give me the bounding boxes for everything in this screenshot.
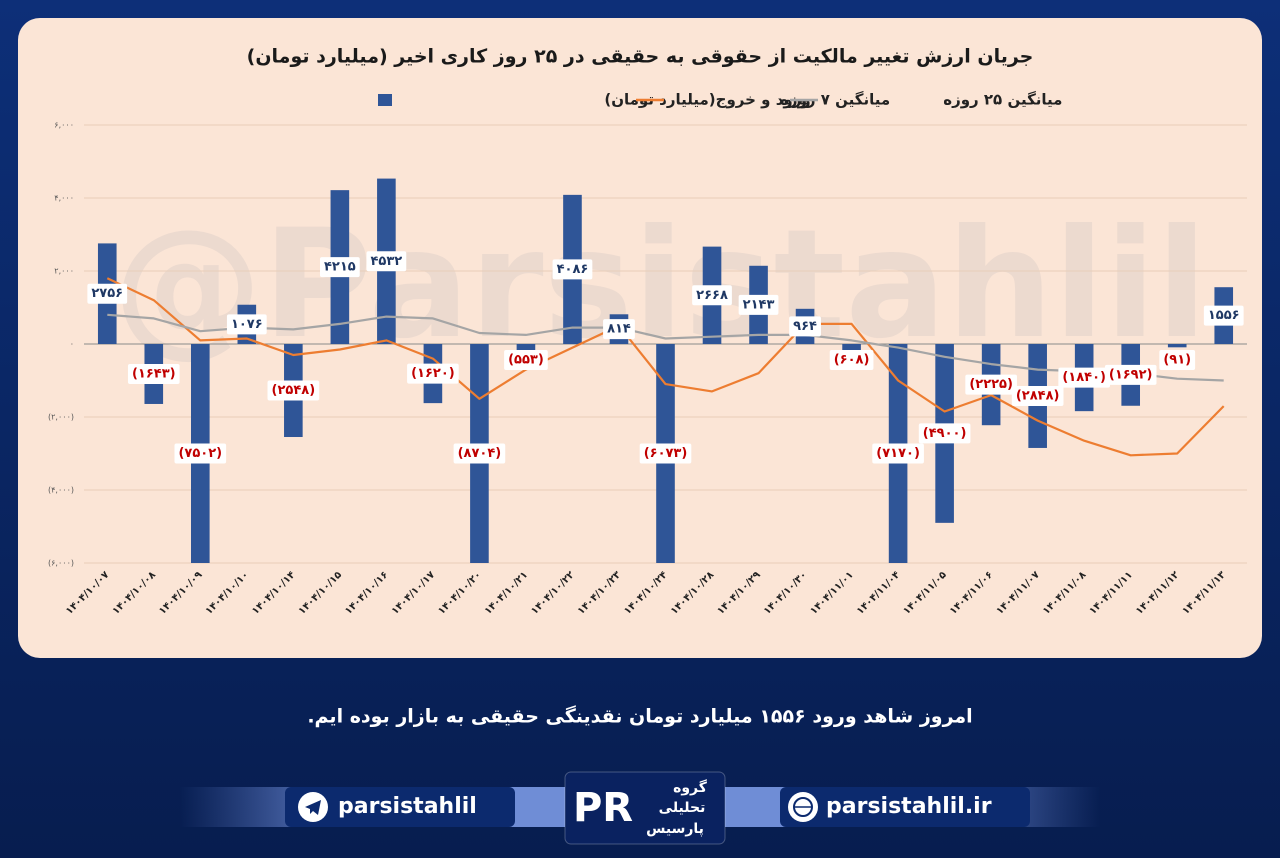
data-label-box xyxy=(738,294,779,315)
data-label-box xyxy=(366,251,407,272)
data-label: (۹۱) xyxy=(1163,353,1191,368)
data-label-box xyxy=(603,319,635,340)
telegram-glyph xyxy=(305,800,321,815)
bars-clip xyxy=(97,178,1234,563)
data-label: (۲۸۴۸) xyxy=(1016,388,1060,403)
data-label-box xyxy=(127,363,180,384)
legend-label: میانگین ۷ روزه xyxy=(780,91,890,109)
data-label: ۴۵۳۲ xyxy=(371,254,403,269)
legend-swatch xyxy=(378,94,392,106)
footer-message: امروز شاهد ورود ۱۵۵۶ میلیارد تومان نقدین… xyxy=(307,705,972,728)
y-tick-label: (۴,۰۰۰) xyxy=(48,486,74,495)
data-label-box xyxy=(918,423,971,444)
data-label: (۶۰۷۳) xyxy=(644,446,688,461)
data-label-box xyxy=(453,443,506,464)
chart-title: جریان ارزش تغییر مالکیت از حقوقی به حقیق… xyxy=(247,46,1034,68)
data-label: (۱۶۹۲) xyxy=(1109,367,1153,382)
y-tick-label: ۰ xyxy=(70,340,74,349)
line xyxy=(106,277,1225,457)
data-label: ۲۷۵۶ xyxy=(91,286,123,301)
data-label: ۸۱۴ xyxy=(607,322,631,337)
data-label-box xyxy=(87,283,128,304)
y-tick-label: ۴,۰۰۰ xyxy=(54,194,74,203)
logo-mark: PR xyxy=(573,785,633,831)
data-label: ۲۱۴۳ xyxy=(743,297,775,312)
telegram-pill xyxy=(285,787,515,827)
y-tick-label: ۶,۰۰۰ xyxy=(54,121,74,130)
data-label-box xyxy=(174,443,227,464)
data-label-box xyxy=(965,374,1017,395)
data-label-box xyxy=(1058,367,1110,388)
data-label: (۵۵۳) xyxy=(508,353,544,368)
y-tick-label: ۲,۰۰۰ xyxy=(54,267,74,276)
data-label-box xyxy=(1159,350,1196,370)
data-label: (۲۲۲۵) xyxy=(969,377,1013,392)
data-label-box xyxy=(692,285,732,306)
data-label-box xyxy=(1203,305,1244,326)
data-label: (۷۱۷۰) xyxy=(876,446,920,461)
data-label-box xyxy=(829,350,874,370)
data-label: ۴۰۸۶ xyxy=(557,262,589,277)
plot-area: ۶,۰۰۰۴,۰۰۰۲,۰۰۰۰(۲,۰۰۰)(۴,۰۰۰)(۶,۰۰۰)۱۴۰… xyxy=(48,121,1247,617)
data-label-box xyxy=(639,443,692,464)
website: parsistahlil.ir xyxy=(826,794,992,819)
legend-label: میانگین ۲۵ روزه xyxy=(943,91,1062,109)
data-label: (۱۶۲۰) xyxy=(411,366,455,381)
data-label-box xyxy=(789,316,821,337)
data-label-box xyxy=(267,380,320,401)
data-label: (۱۸۴۰) xyxy=(1062,370,1106,385)
logo-line: گروه xyxy=(673,779,708,796)
data-label: (۴۹۰۰) xyxy=(923,426,967,441)
data-label: (۸۷۰۴) xyxy=(458,446,502,461)
line xyxy=(107,313,1224,382)
data-label: (۷۵۰۲) xyxy=(178,446,222,461)
telegram-handle: parsistahlil xyxy=(338,794,477,819)
data-label-box xyxy=(552,259,593,280)
watermark: @Parsistahlil xyxy=(112,198,1207,372)
data-label-box xyxy=(1104,364,1157,385)
data-label: (۱۶۴۳) xyxy=(132,366,176,381)
data-label-box xyxy=(407,363,459,384)
data-label-box xyxy=(1011,385,1064,406)
legend-label: ورود و خروج(میلیارد تومان) xyxy=(604,91,810,109)
data-label-box xyxy=(872,443,924,464)
data-label: (۲۵۴۸) xyxy=(272,383,316,398)
y-tick-label: (۶,۰۰۰) xyxy=(48,559,74,568)
data-label-box xyxy=(504,350,548,370)
data-label: ۴۲۱۵ xyxy=(324,260,356,275)
data-label: (۶۰۸) xyxy=(834,353,870,368)
data-label: ۱۰۷۶ xyxy=(231,317,263,332)
data-label: ۹۶۴ xyxy=(793,319,817,334)
data-labels: ۲۷۵۶ (۱۶۴۳) (۷۵۰۲) ۱۰۷۶ (۲۵۴۸) ۴۲۱۵ ۴۵۳۲ (۱۶۲۰)… xyxy=(87,251,1244,464)
website-pill xyxy=(780,787,1030,827)
logo-line: پارسیس xyxy=(646,821,704,837)
logo-line: تحلیلی xyxy=(659,800,706,816)
data-label: ۲۶۶۸ xyxy=(696,288,728,303)
data-label-box xyxy=(226,314,267,335)
bar xyxy=(1167,344,1187,348)
logo-box xyxy=(564,771,726,845)
legend: ورود و خروج(میلیارد تومان)میانگین ۷ روزه… xyxy=(378,91,1062,109)
data-label-box xyxy=(319,257,360,278)
data-label: ۱۵۵۶ xyxy=(1208,308,1240,323)
y-tick-label: (۲,۰۰۰) xyxy=(48,413,74,422)
